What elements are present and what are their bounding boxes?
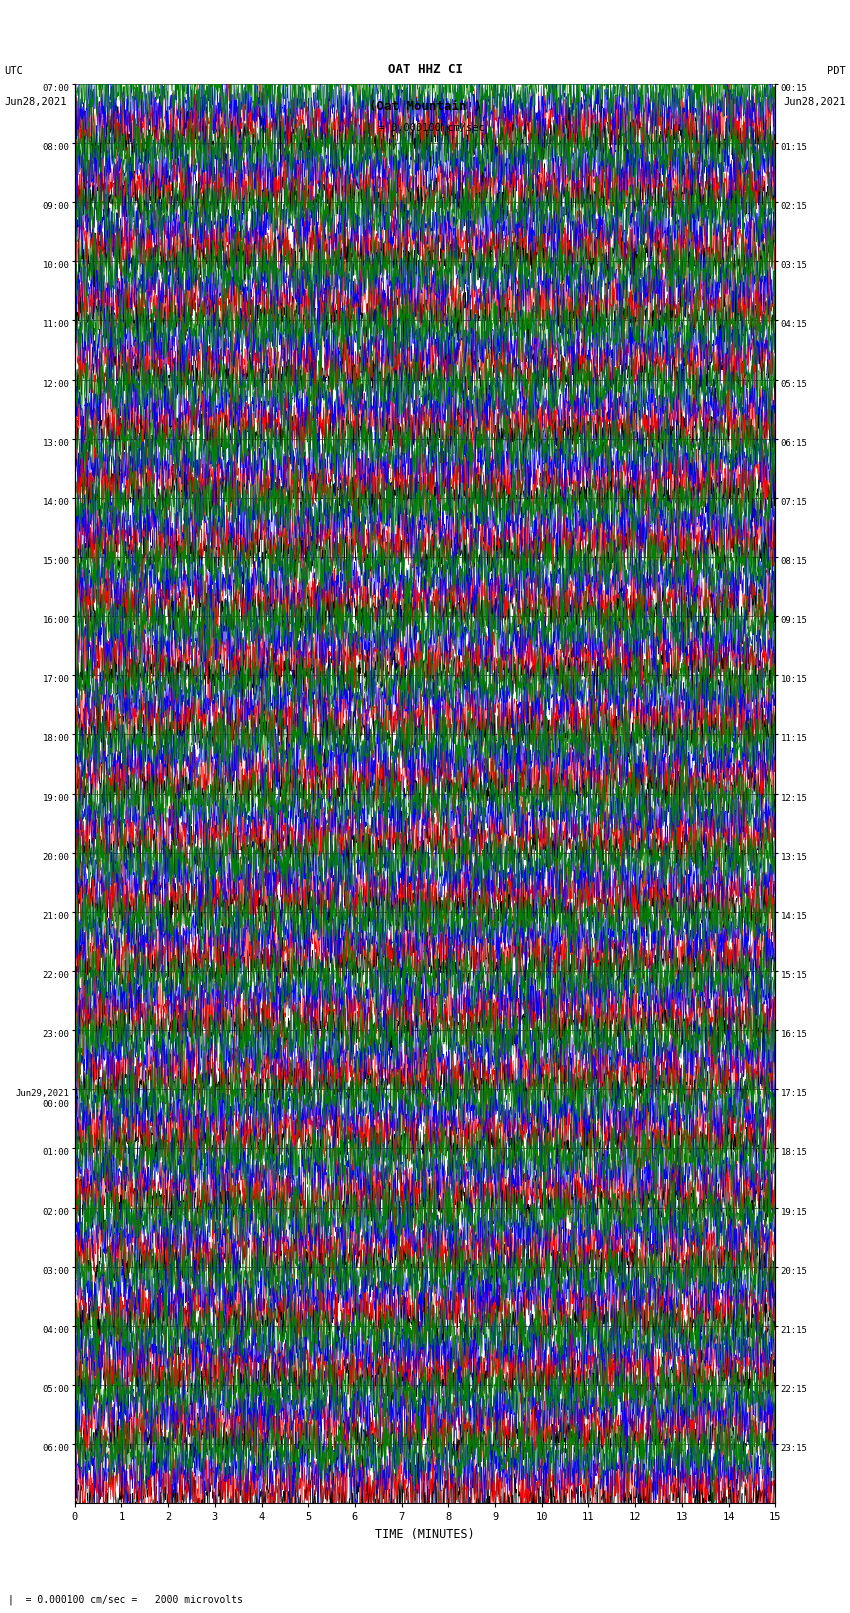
Text: | = 0.000100 cm/sec: | = 0.000100 cm/sec	[366, 123, 484, 134]
Text: Jun28,2021: Jun28,2021	[4, 97, 67, 106]
Text: UTC: UTC	[4, 66, 23, 76]
Text: PDT: PDT	[827, 66, 846, 76]
Text: (Oat Mountain ): (Oat Mountain )	[369, 100, 481, 113]
Text: |  = 0.000100 cm/sec =   2000 microvolts: | = 0.000100 cm/sec = 2000 microvolts	[8, 1594, 243, 1605]
X-axis label: TIME (MINUTES): TIME (MINUTES)	[375, 1528, 475, 1540]
Text: OAT HHZ CI: OAT HHZ CI	[388, 63, 462, 76]
Text: Jun28,2021: Jun28,2021	[783, 97, 846, 106]
